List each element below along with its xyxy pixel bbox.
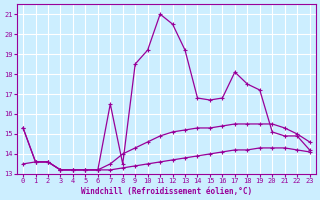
X-axis label: Windchill (Refroidissement éolien,°C): Windchill (Refroidissement éolien,°C)	[81, 187, 252, 196]
